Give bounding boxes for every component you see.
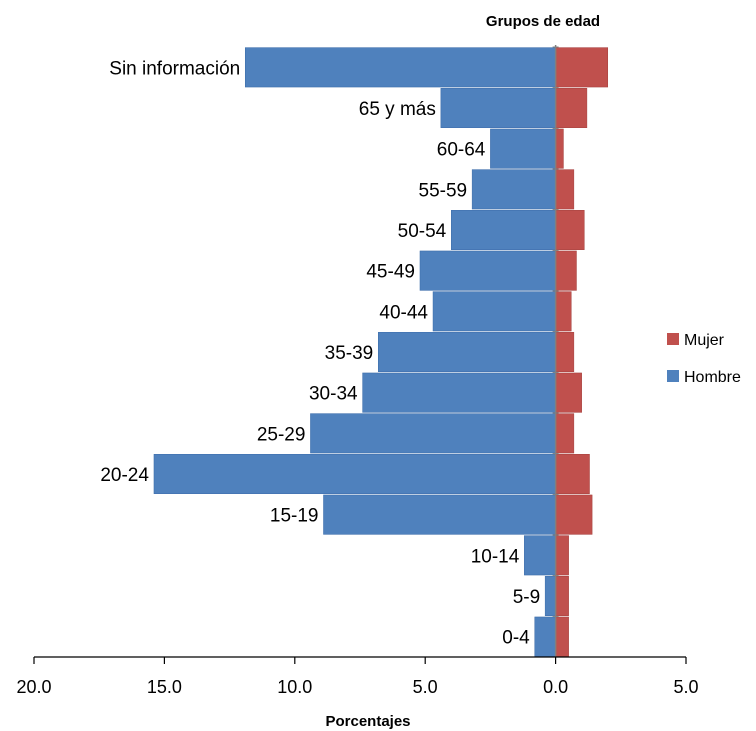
x-tick-label: 20.0 bbox=[16, 677, 51, 697]
category-label: Sin información bbox=[109, 58, 240, 79]
bar-mujer bbox=[555, 494, 593, 535]
bar-hombre bbox=[432, 291, 556, 332]
category-label: 30-34 bbox=[309, 384, 358, 405]
bars-layer bbox=[153, 47, 609, 657]
bar-hombre bbox=[378, 332, 556, 372]
bar-mujer bbox=[555, 250, 577, 291]
bar-hombre bbox=[244, 47, 556, 88]
category-label: 20-24 bbox=[100, 465, 149, 486]
category-label: 15-19 bbox=[270, 506, 319, 527]
category-label: 0-4 bbox=[502, 628, 530, 649]
category-label: 10-14 bbox=[471, 546, 520, 567]
category-label: 50-54 bbox=[398, 221, 447, 242]
category-label: 35-39 bbox=[325, 343, 374, 364]
bar-mujer bbox=[555, 372, 582, 413]
bar-mujer bbox=[555, 210, 585, 250]
category-label: 45-49 bbox=[366, 262, 415, 283]
bar-mujer bbox=[555, 616, 569, 657]
bar-mujer bbox=[555, 128, 564, 169]
bar-hombre bbox=[534, 616, 556, 657]
bar-mujer bbox=[555, 576, 569, 616]
legend-swatch bbox=[667, 370, 679, 382]
bar-hombre bbox=[153, 454, 556, 494]
legend: Mujer Hombre bbox=[667, 332, 741, 386]
category-label: 5-9 bbox=[513, 587, 540, 608]
category-label: 25-29 bbox=[257, 424, 306, 445]
category-label: 65 y más bbox=[359, 99, 436, 120]
category-label: 55-59 bbox=[419, 180, 468, 201]
x-tick-label: 0.0 bbox=[543, 677, 568, 697]
bar-hombre bbox=[362, 372, 556, 413]
bar-hombre bbox=[471, 169, 556, 210]
bar-mujer bbox=[555, 454, 590, 494]
bar-hombre bbox=[490, 128, 556, 169]
x-tick-label: 15.0 bbox=[147, 677, 182, 697]
x-axis: 20.0 15.0 10.0 5.0 0.0 5.0 bbox=[16, 45, 699, 697]
bar-hombre bbox=[451, 210, 556, 250]
bar-mujer bbox=[555, 47, 609, 88]
bar-mujer bbox=[555, 169, 575, 210]
bar-hombre bbox=[323, 494, 556, 535]
category-label: 40-44 bbox=[379, 302, 428, 323]
bar-hombre bbox=[440, 88, 556, 128]
legend-label: Mujer bbox=[684, 332, 725, 349]
legend-swatch bbox=[667, 333, 679, 345]
bar-mujer bbox=[555, 88, 588, 128]
x-tick-label: 5.0 bbox=[673, 677, 698, 697]
bar-hombre bbox=[544, 576, 556, 616]
x-axis-title: Porcentajes bbox=[325, 713, 410, 730]
bar-hombre bbox=[310, 413, 556, 454]
bar-hombre bbox=[524, 535, 556, 576]
bar-mujer bbox=[555, 332, 575, 372]
x-tick-label: 10.0 bbox=[277, 677, 312, 697]
bar-mujer bbox=[555, 413, 575, 454]
x-tick-label: 5.0 bbox=[413, 677, 438, 697]
bar-hombre bbox=[419, 250, 556, 291]
legend-label: Hombre bbox=[684, 369, 741, 386]
y-axis-title: Grupos de edad bbox=[486, 13, 600, 30]
category-label: 60-64 bbox=[437, 140, 486, 161]
bar-mujer bbox=[555, 535, 569, 576]
bar-mujer bbox=[555, 291, 572, 332]
